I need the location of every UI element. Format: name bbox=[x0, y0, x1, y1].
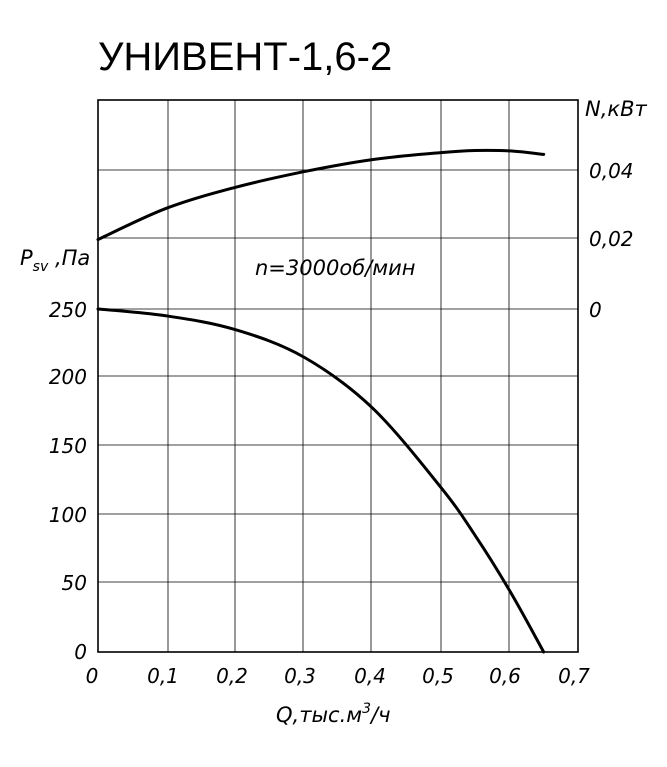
y-left-tick-label: 200 bbox=[49, 365, 87, 389]
x-tick-label: 0,1 bbox=[147, 664, 179, 688]
y-left-tick-labels: 0 50 100 150 200 250 bbox=[49, 298, 87, 664]
x-tick-label: 0,4 bbox=[354, 664, 386, 688]
y-right-axis-title: N,кВт bbox=[585, 97, 647, 121]
y-left-axis-title-sub: sv bbox=[33, 259, 49, 275]
y-right-tick-label: 0,02 bbox=[589, 227, 634, 251]
y-right-tick-labels: 0 0,02 0,04 bbox=[589, 159, 634, 322]
x-axis-title-sup: 3 bbox=[362, 701, 371, 717]
y-left-tick-label: 100 bbox=[49, 503, 87, 527]
y-left-axis-title: Psv ,Па bbox=[20, 246, 90, 275]
speed-annotation: n=3000об/мин bbox=[255, 256, 415, 280]
x-tick-label: 0,6 bbox=[489, 664, 521, 688]
x-axis-title-tail: /ч bbox=[369, 703, 390, 727]
x-tick-label: 0,7 bbox=[558, 664, 590, 688]
series-layer bbox=[96, 148, 546, 654]
grid bbox=[98, 100, 578, 652]
pressure-curve bbox=[96, 307, 546, 654]
y-left-tick-label: 250 bbox=[49, 298, 87, 322]
x-tick-label: 0,2 bbox=[216, 664, 248, 688]
y-left-tick-label: 0 bbox=[74, 640, 87, 664]
x-tick-label: 0,3 bbox=[284, 664, 316, 688]
chart-title: УНИВЕНТ-1,6-2 bbox=[98, 35, 392, 79]
x-axis-title: Q,тыс.м3/ч bbox=[276, 701, 391, 727]
y-left-tick-label: 150 bbox=[49, 434, 87, 458]
plot-frame bbox=[97, 99, 579, 653]
y-left-tick-label: 50 bbox=[62, 571, 87, 595]
y-right-tick-label: 0 bbox=[589, 298, 602, 322]
x-tick-label: 0 bbox=[86, 664, 99, 688]
power-curve bbox=[96, 148, 546, 241]
x-tick-labels: 0 0,1 0,2 0,3 0,4 0,5 0,6 0,7 bbox=[86, 664, 591, 688]
y-right-tick-label: 0,04 bbox=[589, 159, 634, 183]
x-axis-title-main: Q,тыс.м bbox=[276, 703, 362, 727]
x-tick-label: 0,5 bbox=[422, 664, 454, 688]
y-left-axis-title-tail: ,Па bbox=[48, 246, 90, 270]
y-left-axis-title-main: P bbox=[20, 246, 33, 270]
